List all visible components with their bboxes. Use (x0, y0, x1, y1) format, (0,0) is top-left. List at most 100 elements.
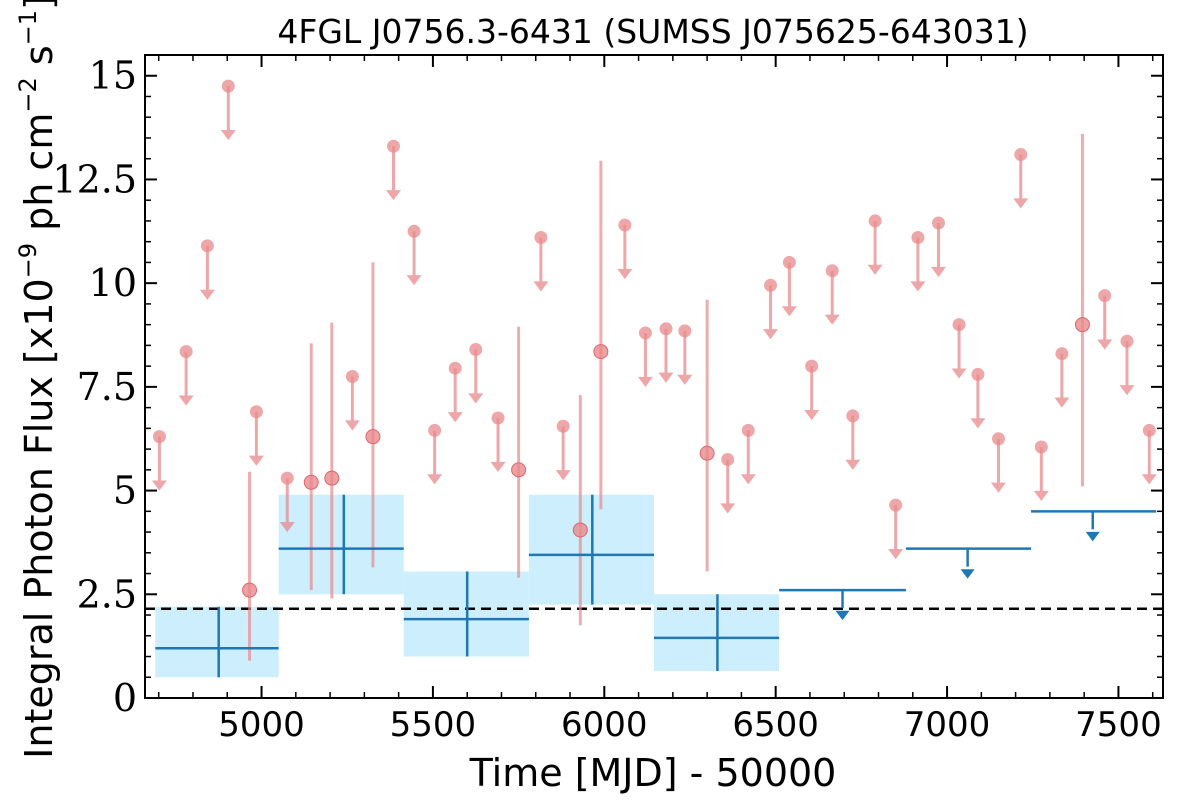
monthly-upper-limit-point (741, 423, 755, 437)
monthly-upper-limit-arrow (781, 306, 797, 317)
monthly-upper-limit-point (1034, 440, 1048, 454)
monthly-upper-limit-point (805, 359, 819, 373)
monthly-upper-limit-arrow (447, 412, 463, 423)
plot-frame (144, 54, 1164, 699)
monthly-upper-limit-arrow (248, 455, 264, 466)
monthly-upper-limit-arrow (910, 281, 926, 292)
monthly-upper-limit-point (179, 345, 193, 359)
monthly-upper-limit-arrow (1033, 490, 1049, 502)
y-tick-label: 5 (113, 469, 137, 513)
monthly-upper-limit-point (469, 343, 483, 357)
y-axis-label-exponent: −1 (14, 10, 42, 45)
monthly-upper-limit-point (556, 419, 570, 433)
monthly-upper-limit-arrow (888, 548, 904, 560)
monthly-upper-limit-arrow (1141, 474, 1157, 485)
monthly-upper-limit-arrow (658, 372, 674, 383)
monthly-upper-limit-point (618, 218, 632, 232)
monthly-upper-limit-arrow (970, 418, 986, 429)
monthly-upper-limit-point (1055, 347, 1069, 361)
monthly-upper-limit-arrow (763, 329, 779, 340)
y-tick-label: 2.5 (77, 572, 137, 616)
monthly-upper-limit-arrow (824, 314, 840, 325)
binned-upper-limit-arrow (1085, 531, 1100, 542)
monthly-upper-limit-point (889, 498, 903, 512)
monthly-upper-limit-arrow (637, 376, 653, 387)
monthly-upper-limit-point (534, 231, 548, 245)
monthly-upper-limit-point (1120, 334, 1134, 348)
monthly-upper-limit-point (1014, 148, 1028, 162)
monthly-upper-limit-arrow (386, 190, 402, 201)
monthly-upper-limit-arrow (617, 268, 633, 280)
monthly-upper-limit-arrow (990, 482, 1006, 493)
monthly-upper-limit-point (825, 264, 839, 278)
monthly-upper-limit-arrow (1119, 385, 1135, 396)
monthly-upper-limit-point (200, 239, 214, 253)
monthly-upper-limit-point (387, 139, 401, 153)
monthly-upper-limit-point (782, 255, 796, 269)
monthly-detection-point (511, 462, 527, 478)
monthly-detection-point (303, 474, 319, 490)
chart-title: 4FGL J0756.3-6431 (SUMSS J075625-643031) (277, 12, 1028, 51)
monthly-upper-limit-arrow (677, 374, 693, 385)
x-tick-label: 5500 (390, 705, 477, 745)
y-axis-label-suffix: ] (17, 0, 61, 10)
y-axis-label: Integral Photon Flux [x10−9 ph cm−2 s−1] (14, 0, 61, 759)
monthly-upper-limit-point (846, 409, 860, 423)
monthly-upper-limit-arrow (845, 459, 861, 470)
x-tick-label: 7000 (904, 705, 991, 745)
monthly-upper-limit-arrow (344, 420, 360, 431)
y-axis-label-middle: ph cm (17, 113, 61, 243)
y-axis-label-middle: s (17, 45, 61, 77)
monthly-detection-point (1074, 317, 1090, 333)
monthly-upper-limit-point (428, 423, 442, 437)
monthly-upper-limit-arrow (740, 474, 756, 485)
y-tick-label: 10 (89, 261, 137, 305)
axis-ticks: 5000 5500 6000 6500 7000 7500 0 2.5 5 7.5 10 12.5 15 (52, 54, 1163, 745)
monthly-upper-limit-point (971, 367, 985, 381)
monthly-upper-limit-arrow (533, 281, 549, 292)
monthly-upper-limit-arrow (199, 289, 215, 300)
x-tick-label: 6000 (561, 705, 648, 745)
monthly-upper-limit-arrow (279, 522, 295, 533)
monthly-upper-limit-arrow (151, 480, 167, 491)
binned-error-band (155, 606, 279, 678)
y-axis-label-exponent: −9 (14, 243, 42, 278)
x-axis-label: Time [MJD] - 50000 (469, 751, 837, 795)
monthly-upper-limit-point (659, 322, 673, 336)
monthly-upper-limit-arrow (468, 393, 484, 404)
monthly-upper-limit-arrow (406, 275, 422, 286)
y-axis-label-prefix: Integral Photon Flux [x10 (17, 278, 61, 759)
x-tick-label: 6500 (732, 705, 819, 745)
monthly-upper-limit-point (1142, 423, 1156, 437)
plot-area (145, 79, 1163, 678)
monthly-upper-limit-point (678, 324, 692, 338)
monthly-detection-point (242, 582, 258, 598)
monthly-upper-limit-point (491, 411, 505, 425)
monthly-detection-point (572, 522, 588, 538)
monthly-upper-limit-arrow (1054, 397, 1070, 408)
x-tick-label: 7500 (1075, 705, 1162, 745)
monthly-upper-limit-point (868, 214, 882, 228)
monthly-upper-limit-point (911, 231, 925, 245)
monthly-detection-point (593, 344, 609, 360)
monthly-upper-limit-arrow (930, 266, 946, 278)
monthly-upper-limit-arrow (220, 129, 236, 141)
monthly-upper-limit-point (249, 405, 263, 419)
binned-upper-limit-arrow (835, 610, 850, 621)
monthly-upper-limit-point (721, 452, 735, 466)
monthly-upper-limit-arrow (720, 503, 736, 514)
monthly-detection-point (699, 445, 715, 461)
monthly-upper-limit-point (407, 224, 421, 238)
monthly-upper-limit-point (280, 471, 294, 485)
monthly-upper-limit-arrow (867, 264, 883, 275)
monthly-upper-limit-arrow (951, 368, 967, 379)
monthly-upper-limit-point (152, 430, 166, 444)
y-tick-label: 15 (89, 54, 137, 98)
monthly-upper-limit-point (448, 361, 462, 375)
monthly-upper-limit-point (764, 278, 778, 292)
binned-error-band (278, 494, 404, 595)
monthly-upper-limit-arrow (1013, 198, 1029, 209)
y-axis-label-exponent: −2 (14, 77, 42, 112)
monthly-detection-point (365, 429, 381, 445)
